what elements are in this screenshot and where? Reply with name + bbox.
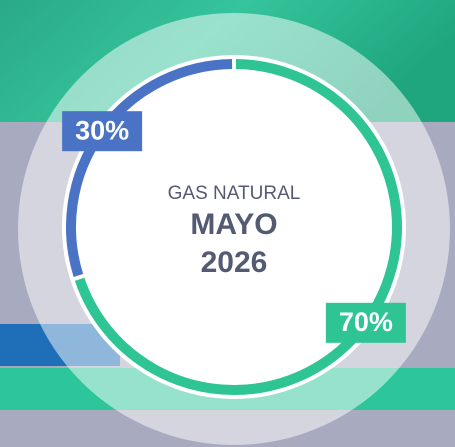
- value-label: 70%: [339, 307, 393, 337]
- value-label-box: [325, 302, 406, 343]
- inner-disc: [62, 55, 406, 399]
- value-label: 30%: [75, 115, 129, 145]
- year: 2026: [201, 246, 268, 279]
- title: MAYO: [190, 208, 277, 241]
- subtitle: GAS NATURAL: [168, 183, 301, 204]
- value-label-box: [62, 111, 143, 152]
